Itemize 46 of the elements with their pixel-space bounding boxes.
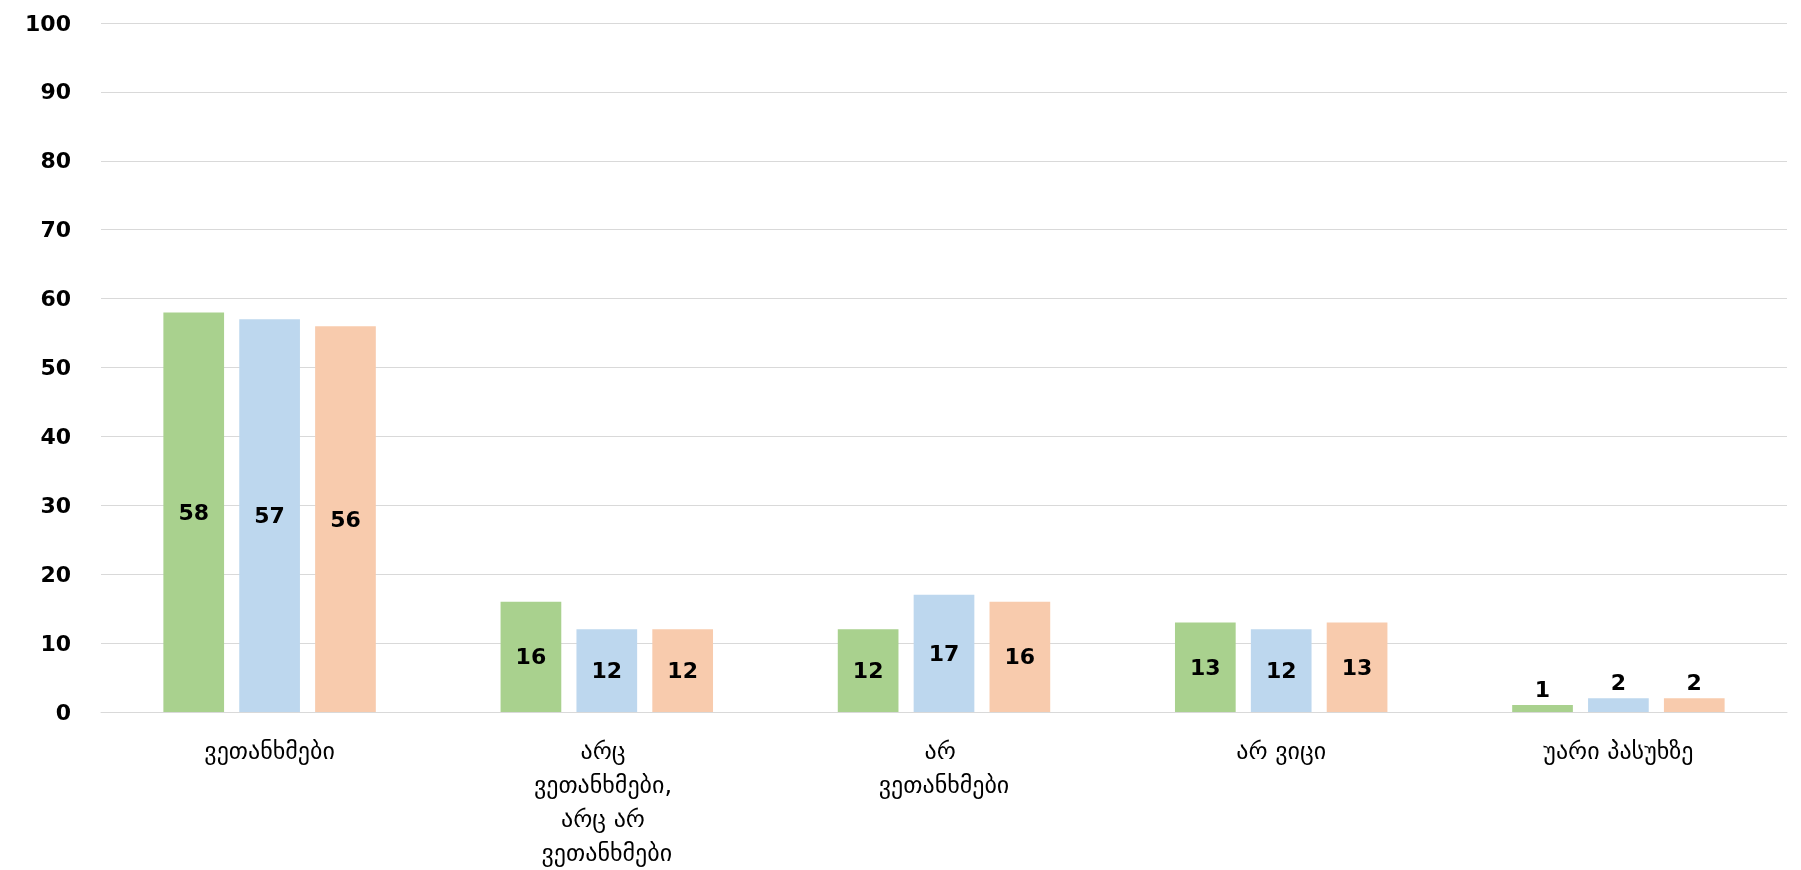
bar <box>315 326 376 712</box>
data-label: 13 <box>1190 654 1221 680</box>
bar <box>837 629 899 712</box>
bar <box>1663 698 1725 712</box>
y-tick-label: 0 <box>55 699 71 725</box>
x-tick-label: არ ვიცი <box>1236 737 1327 765</box>
data-label: 12 <box>852 658 884 684</box>
bar <box>913 594 975 712</box>
y-tick-label: 70 <box>40 217 71 243</box>
data-label: 12 <box>591 658 623 684</box>
bar <box>1250 629 1312 712</box>
bar <box>1326 622 1388 712</box>
y-tick-label: 100 <box>25 10 71 36</box>
y-tick-label: 20 <box>40 561 71 587</box>
data-label: 13 <box>1341 654 1373 680</box>
data-label: 12 <box>667 658 698 684</box>
y-tick-label: 50 <box>40 355 71 380</box>
bar <box>163 312 225 712</box>
data-label: 16 <box>1004 644 1036 670</box>
x-tick-label: უარი პასუხზე <box>1543 737 1694 765</box>
data-label: 1 <box>1534 676 1551 702</box>
bar <box>500 601 562 712</box>
y-tick-label: 40 <box>40 423 71 449</box>
data-label: 17 <box>928 640 960 666</box>
data-label: 56 <box>330 506 361 532</box>
y-tick-label: 80 <box>40 148 71 174</box>
data-label: 58 <box>178 499 210 525</box>
bar <box>1588 698 1649 712</box>
data-label: 2 <box>1610 669 1627 695</box>
bar <box>1512 705 1573 712</box>
x-tick-label: ვეთანხმები <box>204 737 335 765</box>
data-label: 57 <box>254 503 285 529</box>
data-label: 16 <box>515 644 547 670</box>
y-tick-label: 10 <box>40 630 71 656</box>
y-tick-label: 90 <box>40 79 71 105</box>
bar <box>1174 622 1236 712</box>
bar <box>239 319 300 712</box>
data-label: 2 <box>1686 669 1702 695</box>
x-tick-label: არ ვეთანხმები <box>878 737 1010 799</box>
bar <box>576 629 638 712</box>
y-tick-label: 60 <box>40 286 71 312</box>
bar <box>652 629 714 712</box>
y-tick-label: 30 <box>40 492 71 518</box>
bar <box>989 601 1051 712</box>
data-label: 12 <box>1265 658 1297 684</box>
x-tick-label: არც ვეთანხმები, არც არ ვეთანხმები <box>533 737 680 867</box>
